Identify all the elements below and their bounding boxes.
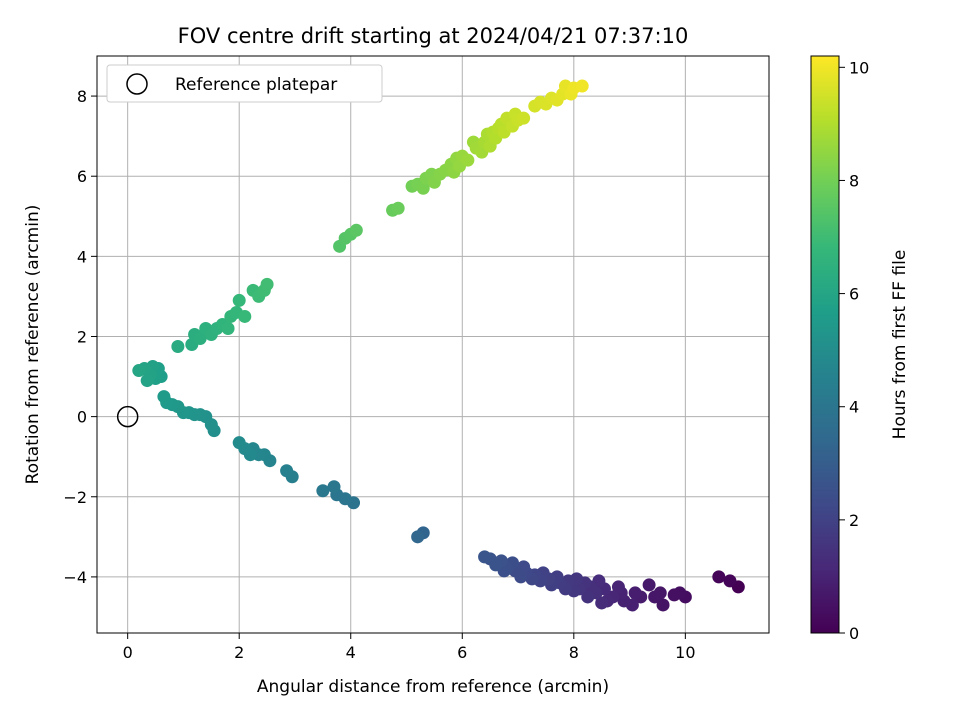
legend-box [106,64,383,103]
y-axis-label: Rotation from reference (arcmin) [23,205,43,485]
colorbar-tick-label: 10 [849,58,869,77]
data-point [132,364,146,378]
x-tick-label: 10 [675,643,695,662]
colorbar [810,55,840,634]
x-tick-label: 6 [457,643,467,662]
y-axis-ticks: −4 −2 0 2 4 6 8 [63,87,97,587]
x-tick-label: 8 [569,643,579,662]
data-point [411,530,425,544]
y-tick-label: 4 [77,247,87,266]
colorbar-ticks: 0 2 4 6 8 10 [839,58,869,643]
data-point [628,586,642,600]
data-point [327,480,341,494]
data-point [193,331,207,345]
data-point [575,79,589,93]
x-tick-label: 4 [346,643,356,662]
colorbar-tick-label: 4 [849,398,859,417]
data-point [517,111,531,125]
data-point [712,570,726,584]
x-tick-label: 2 [234,643,244,662]
colorbar-tick-label: 2 [849,511,859,530]
data-point [642,578,656,592]
x-tick-label: 0 [123,643,133,662]
data-point [140,374,154,388]
data-point [157,390,171,404]
legend-entry-reference: Reference platepar [175,75,337,95]
data-point [656,598,670,612]
data-point [667,588,681,602]
data-point [416,181,430,195]
legend: Reference platepar [106,64,383,103]
data-point [238,309,252,323]
data-point [171,340,185,354]
data-point [349,223,363,237]
colorbar-tick-label: 6 [849,285,859,304]
data-point [648,590,662,604]
y-tick-label: −4 [63,568,87,587]
data-point [260,277,274,291]
reference-platepar-marker [116,405,139,428]
chart-title: FOV centre drift starting at 2024/04/21 … [178,24,689,48]
x-axis-ticks: 0 2 4 6 8 10 [123,633,696,662]
x-axis-label: Angular distance from reference (arcmin) [257,677,609,697]
y-tick-label: 0 [77,408,87,427]
data-point [316,484,330,498]
colorbar-tick-label: 8 [849,171,859,190]
data-point [232,436,246,450]
data-point [461,153,475,167]
data-points [132,79,745,612]
y-tick-label: −2 [63,488,87,507]
data-point [391,201,405,215]
data-point [221,321,235,335]
y-tick-label: 8 [77,87,87,106]
colorbar-tick-label: 0 [849,624,859,643]
colorbar-label: Hours from first FF file [890,250,910,440]
legend-reference-marker [126,73,148,95]
y-tick-label: 6 [77,167,87,186]
plot-frame [96,55,770,634]
y-tick-label: 2 [77,327,87,346]
data-point [581,590,595,604]
data-point [478,550,492,564]
data-point [595,596,609,610]
data-point [280,464,294,478]
data-point [723,574,737,588]
data-point [611,580,625,594]
data-point [232,293,246,307]
